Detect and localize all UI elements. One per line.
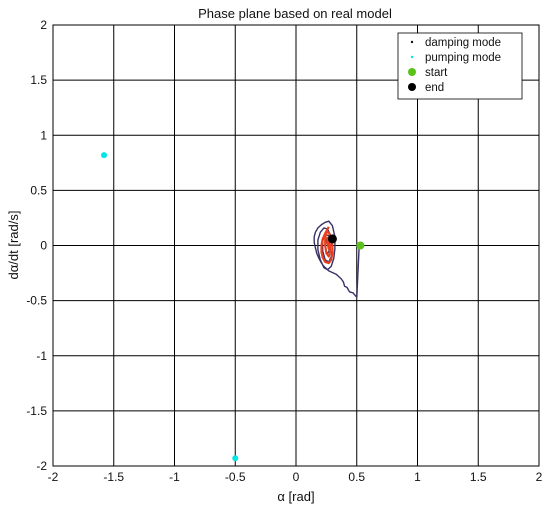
- legend-marker: [408, 83, 416, 91]
- y-tick-label: 0: [40, 239, 47, 253]
- end-marker: [327, 234, 337, 244]
- x-tick-label: -0.5: [225, 470, 246, 484]
- y-tick-label: 1: [40, 128, 47, 142]
- y-tick-label: 0.5: [30, 183, 47, 197]
- x-tick-label: 0.5: [348, 470, 365, 484]
- x-tick-label: 1: [414, 470, 421, 484]
- x-tick-label: 0: [293, 470, 300, 484]
- legend-marker: [410, 55, 414, 59]
- x-tick-label: 1.5: [470, 470, 487, 484]
- tick-labels: -2 -1.5 -1 -0.5 0 0.5 1 1.5 2 -2 -1.5 -1 -0.5 0 0.5 1 1.…: [26, 18, 542, 484]
- legend-marker: [410, 40, 414, 44]
- stray-point: [101, 152, 108, 159]
- x-tick-label: -1: [169, 470, 180, 484]
- y-axis-label: dα/dt [rad/s]: [6, 211, 21, 280]
- x-tick-label: -2: [48, 470, 59, 484]
- x-tick-label: 2: [536, 470, 543, 484]
- x-axis-label: α [rad]: [277, 489, 314, 504]
- stray-point: [232, 455, 239, 462]
- legend-label: pumping mode: [425, 52, 501, 64]
- legend-label: damping mode: [425, 37, 501, 49]
- y-tick-label: -1: [36, 349, 47, 363]
- legend-box: [397, 32, 523, 100]
- y-tick-label: 2: [40, 18, 47, 32]
- legend-marker: [408, 68, 416, 76]
- plot-frame: [52, 24, 540, 467]
- markers-layer: [101, 152, 365, 462]
- x-tick-label: -1.5: [103, 470, 124, 484]
- y-tick-label: 1.5: [30, 73, 47, 87]
- start-marker: [356, 241, 365, 250]
- chart-title: Phase plane based on real model: [198, 6, 392, 21]
- legend-items: damping mode pumping mode start end: [408, 37, 501, 94]
- legend: damping mode pumping mode start end: [397, 32, 523, 100]
- series-line-0: [313, 220, 360, 298]
- y-tick-label: -2: [36, 459, 47, 473]
- y-tick-label: -1.5: [26, 404, 47, 418]
- legend-label: start: [425, 67, 448, 79]
- grid-lines: [53, 25, 539, 466]
- legend-label: end: [425, 82, 444, 94]
- y-tick-label: -0.5: [26, 294, 47, 308]
